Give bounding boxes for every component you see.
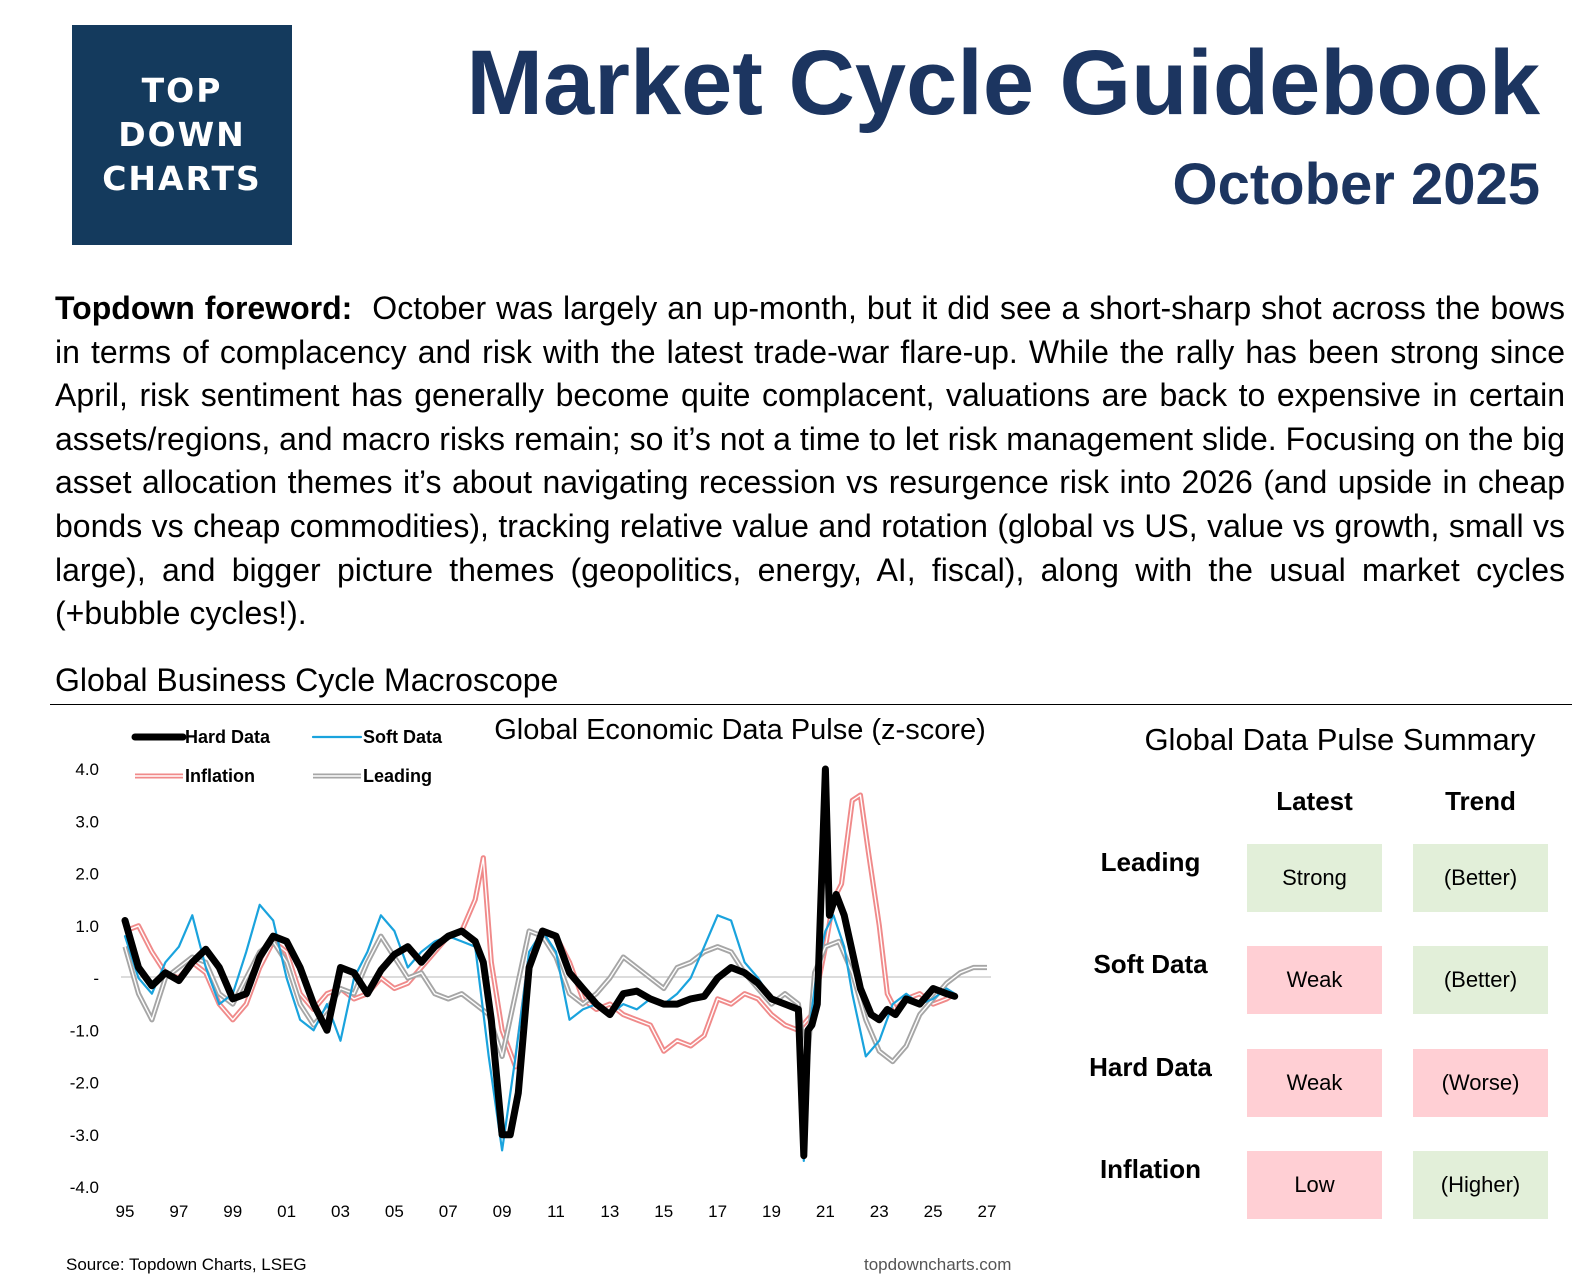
x-tick-label: 97	[169, 1202, 188, 1221]
row-label-leading: Leading	[1100, 847, 1201, 877]
cell-hard-data-latest: Weak	[1247, 1049, 1382, 1117]
x-tick-label: 27	[978, 1202, 997, 1221]
col-header-latest: Latest	[1276, 786, 1353, 816]
cell-soft-data-latest: Weak	[1247, 946, 1382, 1014]
y-tick-label: 3.0	[75, 812, 99, 831]
x-axis: 95 97 99 01 03 05 07 09 11 13 15 17 19 21 23 25 27	[116, 1202, 997, 1221]
x-tick-label: 19	[762, 1202, 781, 1221]
foreword-body: October was largely an up-month, but it …	[55, 290, 1566, 632]
logo-line: TOP	[141, 71, 223, 110]
series-layer	[121, 765, 987, 1162]
y-tick-label: -	[93, 969, 99, 988]
y-axis: 4.0 3.0 2.0 1.0 - -1.0 -2.0 -3.0 -4.0	[70, 760, 99, 1197]
row-label-inflation: Inflation	[1099, 1154, 1202, 1184]
x-tick-label: 03	[331, 1202, 350, 1221]
cell-leading-latest: Strong	[1247, 844, 1382, 912]
logo-line: CHARTS	[102, 159, 262, 198]
x-tick-label: 95	[116, 1202, 135, 1221]
section-title: Global Business Cycle Macroscope	[55, 662, 559, 698]
cell-soft-data-trend: (Better)	[1413, 946, 1548, 1014]
legend-label-soft-data: Soft Data	[363, 727, 443, 747]
x-tick-label: 15	[654, 1202, 673, 1221]
x-tick-label: 13	[600, 1202, 619, 1221]
legend-label-hard-data: Hard Data	[185, 727, 271, 747]
x-tick-label: 17	[708, 1202, 727, 1221]
data-pulse-chart: Hard Data Soft Data Inflation Leading Globa…	[70, 715, 997, 1221]
y-tick-label: -2.0	[70, 1074, 99, 1093]
y-tick-label: -4.0	[70, 1178, 99, 1197]
y-tick-label: -3.0	[70, 1126, 99, 1145]
section-divider	[50, 704, 1572, 705]
cell-inflation-trend: (Higher)	[1413, 1151, 1548, 1219]
x-tick-label: 11	[547, 1202, 565, 1221]
foreword-lead: Topdown foreword:	[55, 290, 353, 326]
y-tick-label: 4.0	[75, 760, 99, 779]
col-header-trend: Trend	[1445, 786, 1516, 816]
chart-title: Global Economic Data Pulse (z-score)	[494, 715, 986, 746]
x-tick-label: 07	[439, 1202, 458, 1221]
cell-leading-trend: (Better)	[1413, 844, 1548, 912]
summary-title: Global Data Pulse Summary	[1144, 722, 1536, 757]
site-url: topdowncharts.com	[864, 1255, 1012, 1274]
legend-label-leading: Leading	[363, 766, 432, 786]
row-label-hard-data: Hard Data	[1089, 1052, 1212, 1082]
x-tick-label: 09	[493, 1202, 512, 1221]
logo: TOP DOWN CHARTS	[72, 25, 292, 245]
foreword: Topdown foreword: October was largely an…	[55, 287, 1565, 636]
chart-legend: Hard Data Soft Data Inflation Leading	[131, 727, 443, 786]
legend-label-inflation: Inflation	[185, 766, 255, 786]
logo-line: DOWN	[118, 115, 246, 154]
page-subtitle: October 2025	[1172, 152, 1540, 217]
x-tick-label: 23	[870, 1202, 889, 1221]
row-label-soft-data: Soft Data	[1093, 949, 1208, 979]
x-tick-label: 25	[924, 1202, 943, 1221]
series-line-soft-data	[123, 903, 956, 1162]
x-tick-label: 21	[816, 1202, 835, 1221]
x-tick-label: 01	[277, 1202, 296, 1221]
cell-inflation-latest: Low	[1247, 1151, 1382, 1219]
x-tick-label: 05	[385, 1202, 404, 1221]
page-title: Market Cycle Guidebook	[466, 32, 1540, 134]
series-line-hard-data	[121, 765, 959, 1160]
cell-hard-data-trend: (Worse)	[1413, 1049, 1548, 1117]
x-tick-label: 99	[223, 1202, 242, 1221]
y-tick-label: 1.0	[75, 917, 99, 936]
y-tick-label: 2.0	[75, 865, 99, 884]
y-tick-label: -1.0	[70, 1021, 99, 1040]
source-note: Source: Topdown Charts, LSEG	[66, 1255, 307, 1274]
